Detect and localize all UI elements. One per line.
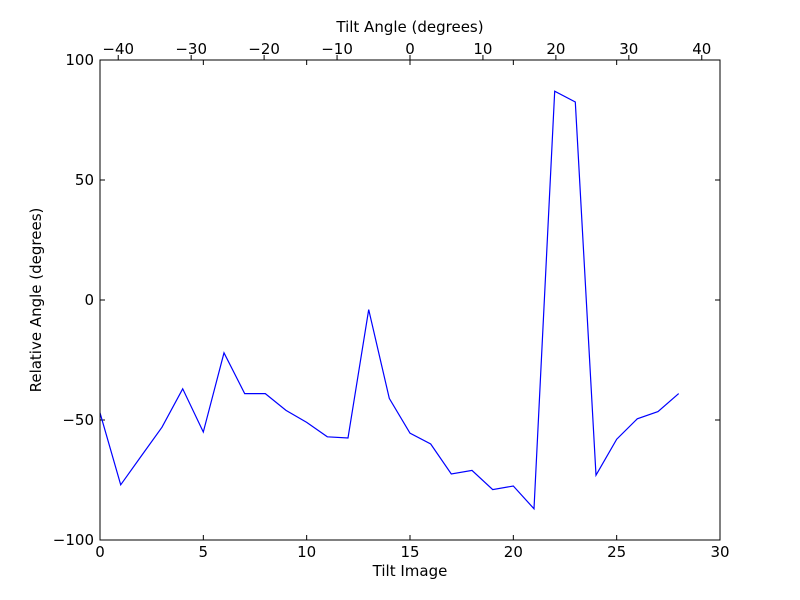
x-axis-label: Tilt Image: [372, 562, 448, 580]
top-x-tick-label: −10: [321, 40, 353, 58]
top-x-tick-label: 40: [692, 40, 711, 58]
y-axis-label: Relative Angle (degrees): [27, 208, 45, 393]
top-x-tick-label: −20: [248, 40, 280, 58]
x-tick-label: 30: [710, 543, 729, 561]
x-tick-label: 5: [199, 543, 209, 561]
y-tick-label: 50: [75, 171, 94, 189]
y-tick-label: −50: [62, 411, 94, 429]
y-tick-label: 0: [84, 291, 94, 309]
x-tick-label: 25: [607, 543, 626, 561]
x-tick-label: 0: [95, 543, 105, 561]
axis-ticks: [99, 55, 721, 541]
x-tick-label: 20: [504, 543, 523, 561]
plot-frame: [99, 59, 721, 541]
y-tick-label: 100: [65, 51, 94, 69]
top-x-tick-label: 30: [619, 40, 638, 58]
top-x-tick-label: −40: [102, 40, 134, 58]
x-tick-label: 15: [400, 543, 419, 561]
y-tick-label: −100: [53, 531, 94, 549]
top-x-tick-label: 20: [546, 40, 565, 58]
top-x-tick-label: 10: [473, 40, 492, 58]
top-x-tick-label: −30: [175, 40, 207, 58]
x-tick-label: 10: [297, 543, 316, 561]
top-x-tick-label: 0: [405, 40, 415, 58]
top-x-axis-label: Tilt Angle (degrees): [335, 18, 483, 36]
data-series-line: [99, 90, 680, 511]
